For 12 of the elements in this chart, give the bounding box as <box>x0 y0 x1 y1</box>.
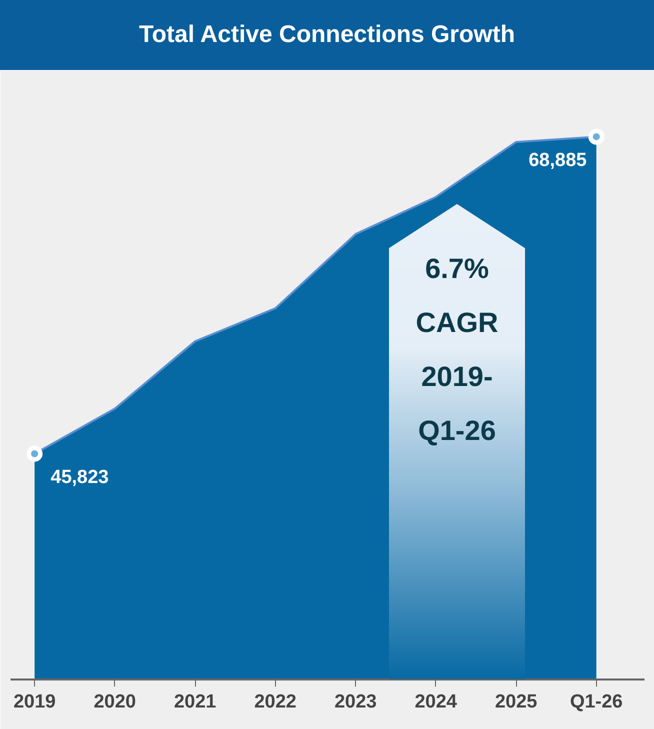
x-tick-label: 2025 <box>494 692 538 712</box>
x-tick-label: 2020 <box>94 692 136 712</box>
x-tick-label: 2024 <box>414 692 458 712</box>
annotation: 6.7% CAGR 2019- Q1-26 <box>414 252 500 448</box>
x-tick-label: 2019 <box>13 692 56 712</box>
chart-title: Total Active Connections Growth <box>0 0 654 70</box>
x-tick-label: 2021 <box>174 692 217 712</box>
x-tick-label: 2023 <box>334 692 377 712</box>
x-tick-label: 2022 <box>254 692 296 712</box>
data-label: 68,885 <box>528 150 588 171</box>
x-tick-label: Q1-26 <box>570 692 623 712</box>
data-label: 45,823 <box>50 466 109 488</box>
